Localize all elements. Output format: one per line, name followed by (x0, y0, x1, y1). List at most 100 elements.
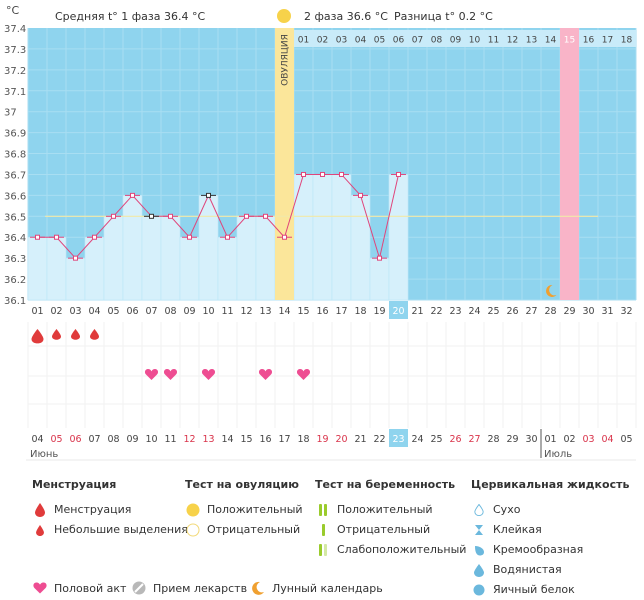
temperature-point (168, 213, 173, 219)
calendar-date-label: 15 (240, 434, 252, 445)
legend-item-label: Положительный (207, 503, 303, 516)
legend-pregnancy-test: Тест на беременность Положительный Отриц… (315, 478, 466, 560)
calendar-date-label: 29 (506, 434, 518, 445)
month-label: Июнь (30, 449, 58, 460)
temperature-bar (369, 257, 390, 301)
legend-item-label: Положительный (337, 503, 433, 516)
calendar-date-label: 21 (354, 434, 366, 445)
legend-item-label: Лунный календарь (272, 581, 383, 595)
legend-ovulation-test: Тест на овуляцию Положительный Отрицател… (185, 478, 303, 540)
calendar-date-label: 11 (164, 434, 176, 445)
calendar-date-label: 23 (392, 434, 404, 445)
legend-item-ovulation-negative: Отрицательный (185, 520, 303, 540)
highlight-column (560, 28, 579, 300)
one-line-icon (315, 522, 331, 538)
legend-item-watery: Водянистая (471, 560, 629, 580)
menstruation-drop-icon (71, 329, 80, 340)
phase2-header (294, 30, 636, 47)
legend-item-medication: Прием лекарств (131, 580, 247, 596)
temperature-point (301, 171, 306, 177)
cycle-day-label: 12 (240, 306, 252, 317)
cycle-day-label: 23 (449, 306, 461, 317)
legend-item-pregnancy-negative: Отрицательный (315, 520, 466, 540)
temperature-point (244, 213, 249, 219)
dry-drop-icon (471, 502, 487, 518)
watery-drop-icon (471, 562, 487, 578)
phase2-day-label: 01 (298, 36, 309, 46)
heart-icon (163, 369, 178, 380)
legend-item-ovulation-positive: Положительный (185, 500, 303, 520)
calendar-date-label: 14 (221, 434, 233, 445)
calendar-date-label: 04 (601, 434, 613, 445)
phase1-average: Средняя t° 1 фаза 36.4 °C (55, 10, 205, 23)
calendar-date-label: 27 (468, 434, 480, 445)
legend-ovulation-test-title: Тест на овуляцию (185, 478, 299, 491)
phase2-header-highlight (560, 30, 579, 47)
phase2-day-label: 07 (412, 36, 423, 46)
month-label: Июль (544, 449, 572, 460)
temperature-bar (27, 236, 48, 301)
phase2-day-label: 17 (602, 36, 613, 46)
cycle-day-label: 25 (487, 306, 499, 317)
phase2-day-label: 09 (450, 36, 462, 46)
cycle-day-label: 10 (202, 306, 214, 317)
header-bar (28, 4, 634, 28)
calendar-date-label: 03 (582, 434, 594, 445)
phase2-average: 2 фаза 36.6 °C (304, 10, 388, 23)
legend-item-label: Менструация (54, 503, 132, 516)
calendar-date-label: 10 (145, 434, 157, 445)
cycle-day-label: 03 (69, 306, 81, 317)
heart-icon (144, 369, 159, 380)
legend-item-label: Сухо (493, 503, 521, 516)
legend-pregnancy-test-title: Тест на беременность (315, 478, 456, 491)
calendar-date-label: 28 (487, 434, 499, 445)
temperature-bar (331, 174, 352, 301)
cycle-day-label: 32 (620, 306, 632, 317)
legend-item-spotting: Небольшие выделения (32, 520, 188, 540)
phase2-day-label: 02 (317, 36, 328, 46)
temperature-difference: Разница t° 0.2 °C (394, 10, 493, 23)
temperature-point (377, 255, 382, 261)
menstruation-drop-icon (52, 329, 61, 340)
legend-item-intercourse: Половой акт (32, 580, 126, 596)
cycle-day-label: 04 (88, 306, 100, 317)
menstruation-drop-icon (31, 329, 44, 344)
legend-item-label: Отрицательный (337, 523, 431, 536)
cycle-day-label: 21 (411, 306, 423, 317)
calendar-date-label: 17 (278, 434, 290, 445)
legend-item-pregnancy-positive: Положительный (315, 500, 466, 520)
temperature-point (225, 234, 230, 240)
calendar-date-label: 18 (297, 434, 309, 445)
calendar-date-label: 04 (31, 434, 43, 445)
legend-item-label: Яичный белок (493, 583, 575, 596)
moon-icon (250, 580, 266, 596)
temperature-point (187, 234, 192, 240)
sun-filled-icon (185, 502, 201, 518)
legend-item-label: Отрицательный (207, 523, 301, 536)
phase2-day-label: 11 (488, 36, 499, 46)
legend-item-pregnancy-weak: Слабоположительный (315, 540, 466, 560)
legend-item-egg-white: Яичный белок (471, 580, 629, 600)
calendar-date-label: 20 (335, 434, 347, 445)
calendar-date-label: 16 (259, 434, 271, 445)
sticky-hourglass-icon (471, 522, 487, 538)
temperature-point (54, 234, 59, 240)
blood-drop-icon (32, 502, 48, 518)
weak-lines-icon (315, 542, 331, 558)
calendar-date-label: 09 (126, 434, 138, 445)
temperature-point (263, 213, 268, 219)
cycle-day-label: 29 (563, 306, 575, 317)
cycle-day-label: 20 (392, 306, 404, 317)
y-tick-label: 37.4 (4, 24, 26, 35)
phase2-day-label: 10 (469, 36, 481, 46)
legend-menstruation: Менструация Менструация Небольшие выделе… (32, 478, 188, 540)
phase2-day-label: 18 (621, 36, 633, 46)
temperature-point (35, 234, 40, 240)
temperature-bar (141, 216, 162, 301)
legend-item-label: Половой акт (54, 581, 127, 595)
cycle-day-label: 24 (468, 306, 480, 317)
calendar-date-label: 05 (620, 434, 632, 445)
temperature-point (320, 171, 325, 177)
temperature-bar (350, 195, 371, 301)
phase2-day-label: 14 (545, 36, 557, 46)
